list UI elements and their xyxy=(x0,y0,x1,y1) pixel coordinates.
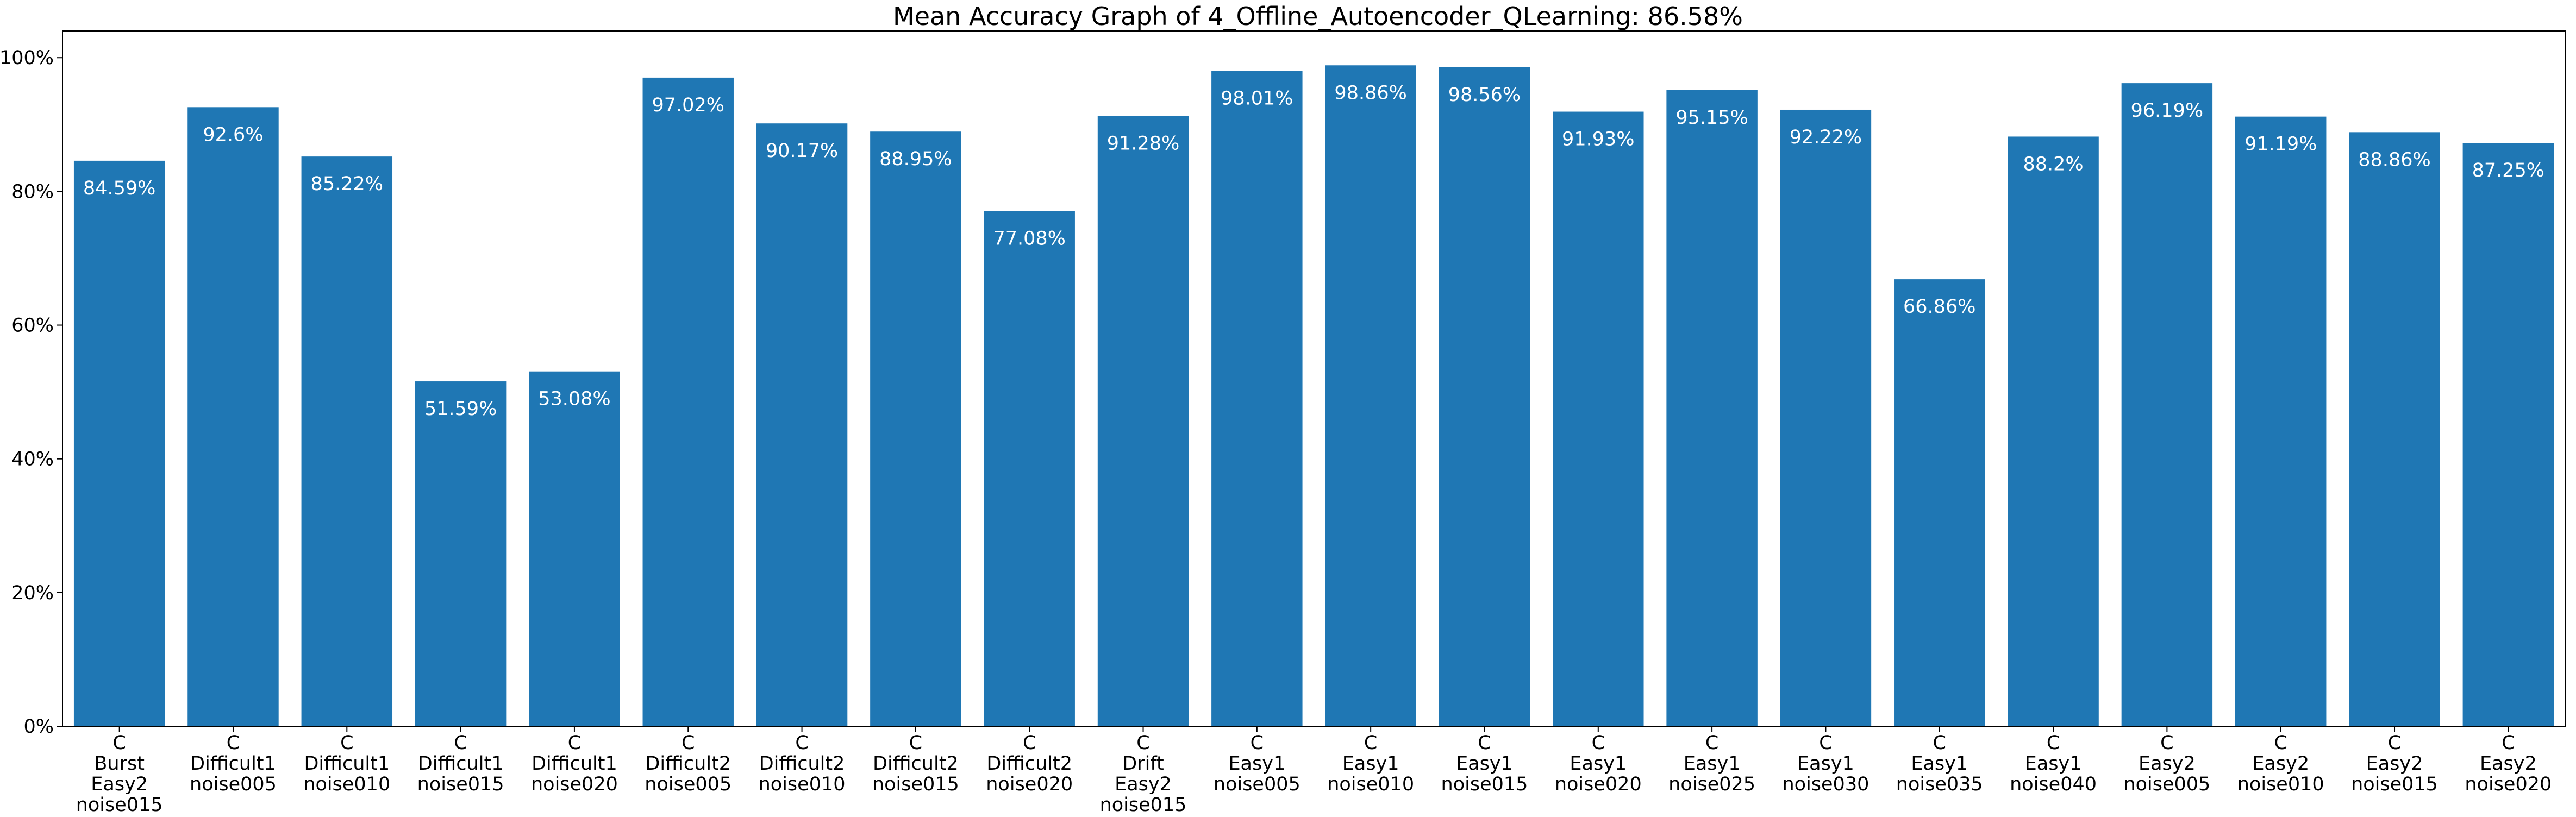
bar-7 xyxy=(870,131,961,727)
bar-2 xyxy=(301,156,393,727)
bar-5 xyxy=(642,77,734,726)
bar-value-label-0: 84.59% xyxy=(83,178,155,199)
bar-1 xyxy=(187,107,279,726)
x-tick-label-12: C Easy1 noise015 xyxy=(1441,732,1528,795)
bar-9 xyxy=(1097,116,1189,727)
x-tick-label-15: C Easy1 noise030 xyxy=(1782,732,1869,795)
bar-21 xyxy=(2462,143,2554,727)
x-tick-label-8: C Difficult2 noise020 xyxy=(986,732,1073,795)
bar-value-label-18: 96.19% xyxy=(2131,100,2203,122)
y-tick-label-1: 20% xyxy=(11,582,54,604)
plot-frame xyxy=(62,30,2566,727)
bar-value-label-9: 91.28% xyxy=(1107,133,1179,155)
x-tick-label-11: C Easy1 noise010 xyxy=(1327,732,1414,795)
bar-16 xyxy=(1894,279,1985,726)
bar-value-label-2: 85.22% xyxy=(311,173,383,195)
bar-value-label-1: 92.6% xyxy=(203,124,263,146)
bar-value-label-11: 98.86% xyxy=(1334,82,1406,104)
bar-13 xyxy=(1553,111,1644,727)
bar-value-label-12: 98.56% xyxy=(1448,84,1521,106)
bar-20 xyxy=(2349,132,2440,726)
bar-value-label-17: 88.2% xyxy=(2023,153,2083,175)
bar-14 xyxy=(1666,90,1758,726)
x-tick-label-7: C Difficult2 noise015 xyxy=(872,732,959,795)
x-tick-label-3: C Difficult1 noise015 xyxy=(417,732,504,795)
x-tick-label-4: C Difficult1 noise020 xyxy=(531,732,618,795)
bar-value-label-3: 51.59% xyxy=(424,398,497,420)
y-tick-label-3: 60% xyxy=(11,315,54,337)
bar-19 xyxy=(2235,116,2327,727)
bar-6 xyxy=(756,123,848,727)
bar-value-label-19: 91.19% xyxy=(2244,134,2317,155)
x-tick-label-9: C Drift Easy2 noise015 xyxy=(1100,732,1187,815)
bar-value-label-5: 97.02% xyxy=(652,95,724,116)
y-tick-label-5: 100% xyxy=(0,47,54,69)
y-tick-label-0: 0% xyxy=(23,716,54,738)
x-tick-label-1: C Difficult1 noise005 xyxy=(190,732,277,795)
x-tick-label-21: C Easy2 noise020 xyxy=(2465,732,2552,795)
bar-value-label-8: 77.08% xyxy=(993,228,1065,249)
bar-value-label-16: 66.86% xyxy=(1903,296,1975,318)
bar-11 xyxy=(1325,65,1416,727)
bar-4 xyxy=(529,371,620,726)
bars-layer xyxy=(73,65,2554,727)
bar-8 xyxy=(984,211,1075,726)
bar-12 xyxy=(1439,67,1530,726)
x-tick-label-17: C Easy1 noise040 xyxy=(2010,732,2097,795)
x-tick-label-5: C Difficult2 noise005 xyxy=(645,732,731,795)
x-tick-label-18: C Easy2 noise005 xyxy=(2123,732,2210,795)
bar-15 xyxy=(1780,109,1872,726)
value-labels-layer: 84.59% 92.6% 85.22% 51.59% 53.08% 97.02% 90.17… xyxy=(83,82,2544,420)
bar-value-label-7: 88.95% xyxy=(879,148,952,170)
x-tick-label-16: C Easy1 noise035 xyxy=(1896,732,1983,795)
bar-value-label-14: 95.15% xyxy=(1675,107,1748,129)
bar-17 xyxy=(2008,136,2099,726)
x-tick-label-14: C Easy1 noise025 xyxy=(1668,732,1755,795)
bar-value-label-21: 87.25% xyxy=(2472,160,2544,181)
x-tick-label-10: C Easy1 noise005 xyxy=(1214,732,1300,795)
x-tick-label-6: C Difficult2 noise010 xyxy=(759,732,846,795)
bar-10 xyxy=(1211,71,1303,726)
bar-value-label-13: 91.93% xyxy=(1562,129,1634,150)
x-tick-label-20: C Easy2 noise015 xyxy=(2351,732,2438,795)
x-tick-label-13: C Easy1 noise020 xyxy=(1555,732,1642,795)
x-axis: C Burst Easy2 noise015 C Difficult1 noise005 C D… xyxy=(76,726,2552,816)
bar-value-label-4: 53.08% xyxy=(538,388,610,410)
x-tick-label-2: C Difficult1 noise010 xyxy=(303,732,390,795)
bar-value-label-10: 98.01% xyxy=(1221,88,1293,110)
bar-3 xyxy=(415,381,507,726)
y-axis: 0% 20% 40% 60% 80% 100% xyxy=(0,47,62,738)
x-tick-label-19: C Easy2 noise010 xyxy=(2237,732,2324,795)
y-tick-label-4: 80% xyxy=(11,181,54,203)
y-tick-label-2: 40% xyxy=(11,449,54,470)
bar-value-label-6: 90.17% xyxy=(766,140,838,162)
chart-title: Mean Accuracy Graph of 4_Offline_Autoenc… xyxy=(893,2,1743,31)
bar-18 xyxy=(2121,83,2213,727)
bar-value-label-20: 88.86% xyxy=(2358,149,2430,171)
x-tick-label-0: C Burst Easy2 noise015 xyxy=(76,732,163,815)
bar-0 xyxy=(73,160,165,726)
bar-value-label-15: 92.22% xyxy=(1790,127,1862,148)
